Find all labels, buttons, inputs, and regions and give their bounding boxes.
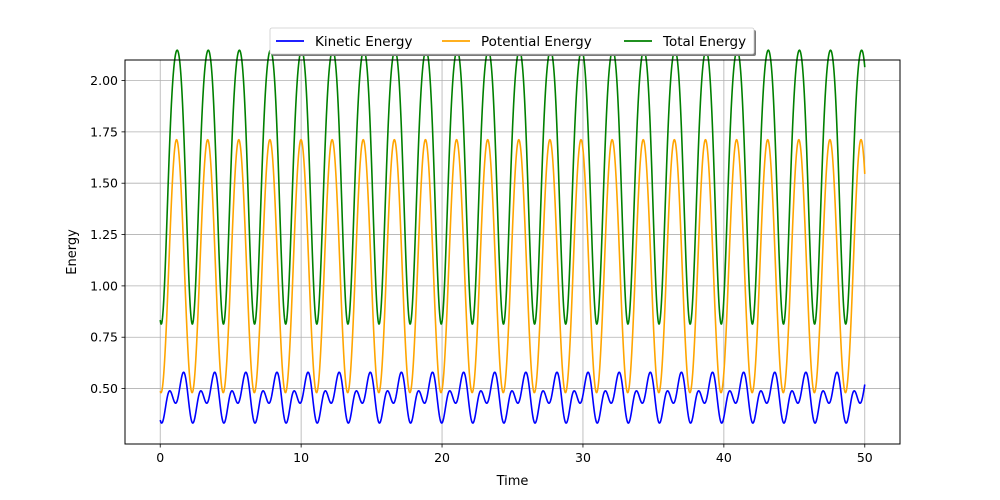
legend-box [269, 27, 755, 55]
x-tick-label: 20 [434, 450, 450, 465]
grid [125, 60, 900, 444]
legend: Kinetic Energy Potential Energy Total Ener… [269, 27, 756, 56]
x-tick-label: 10 [293, 450, 309, 465]
y-tick-label: 1.00 [90, 278, 118, 293]
y-tick-label: 0.50 [90, 381, 118, 396]
plot-frame [124, 59, 901, 445]
axis-ticks: 0 10 20 30 40 50 0.50 0.75 1.00 1.25 1.50 1.75 2.00 [90, 73, 873, 465]
series-line-0 [159, 371, 866, 424]
x-tick-label: 50 [857, 450, 873, 465]
legend-label: Kinetic Energy [315, 34, 413, 50]
y-tick-label: 1.75 [90, 124, 118, 139]
series-lines [159, 49, 866, 424]
y-tick-label: 1.25 [90, 227, 118, 242]
x-tick-label: 0 [156, 450, 164, 465]
y-tick-label: 2.00 [90, 73, 118, 88]
y-axis-title: Energy [65, 229, 80, 275]
x-axis-title: Time [496, 474, 529, 489]
legend-label: Total Energy [662, 34, 746, 50]
x-tick-label: 30 [575, 450, 591, 465]
series-line-2 [159, 49, 866, 325]
y-tick-label: 0.75 [90, 330, 118, 345]
y-tick-label: 1.50 [90, 176, 118, 191]
series-line-1 [159, 138, 866, 394]
legend-label: Potential Energy [481, 34, 592, 50]
x-tick-label: 40 [716, 450, 732, 465]
